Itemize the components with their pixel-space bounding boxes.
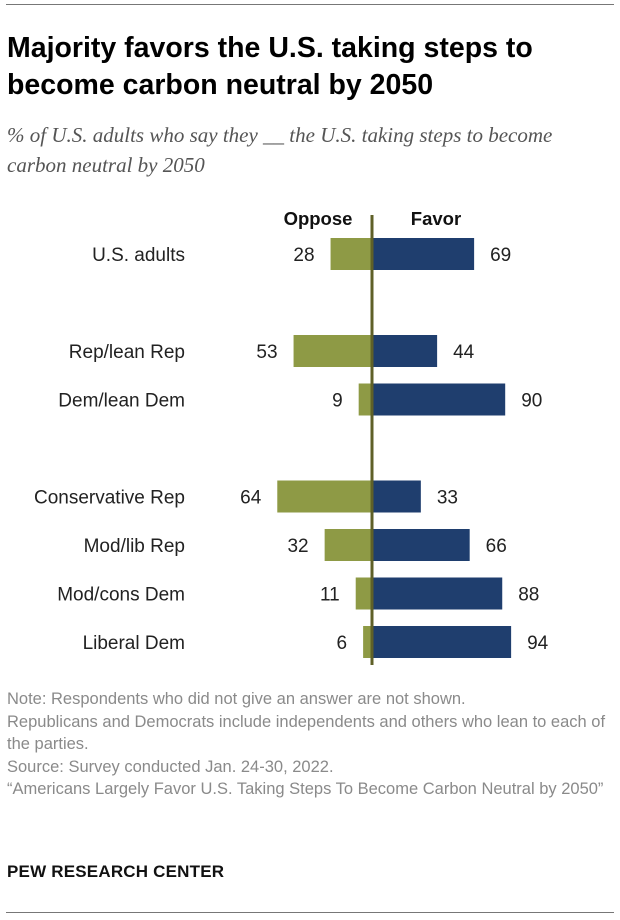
oppose-value: 9 xyxy=(332,391,343,412)
oppose-value: 28 xyxy=(293,245,314,266)
favor-value: 90 xyxy=(521,391,542,412)
note-line: Note: Respondents who did not give an an… xyxy=(7,690,466,708)
favor-bar xyxy=(372,383,506,416)
report-title-line: “Americans Largely Favor U.S. Taking Ste… xyxy=(7,780,604,798)
favor-value: 69 xyxy=(490,245,511,266)
diverging-bar-chart: Oppose Favor U.S. adults 28 69 Rep/lean Rep 53… xyxy=(0,195,620,675)
note-line: Republicans and Democrats include indepe… xyxy=(7,712,606,754)
favor-value: 44 xyxy=(453,342,475,363)
favor-bar xyxy=(372,577,503,610)
brand-name: PEW RESEARCH CENTER xyxy=(7,862,225,881)
bottom-rule xyxy=(6,912,614,913)
oppose-value: 6 xyxy=(337,633,348,654)
category-label: Mod/lib Rep xyxy=(84,536,185,557)
favor-value: 66 xyxy=(486,536,507,557)
source-line: Source: Survey conducted Jan. 24-30, 202… xyxy=(7,757,334,776)
oppose-bar xyxy=(293,335,372,367)
oppose-value: 11 xyxy=(320,585,340,606)
favor-value: 94 xyxy=(527,633,549,654)
top-rule xyxy=(6,4,614,5)
oppose-value: 32 xyxy=(287,536,308,557)
oppose-bar xyxy=(330,238,372,270)
favor-bar xyxy=(372,480,421,513)
oppose-bar xyxy=(363,626,372,658)
category-label: Conservative Rep xyxy=(34,488,185,509)
oppose-bar xyxy=(324,529,372,561)
oppose-bar xyxy=(355,577,372,610)
chart-subtitle: % of U.S. adults who say they __ the U.S… xyxy=(7,123,553,177)
favor-header: Favor xyxy=(411,208,461,229)
category-label: Dem/lean Dem xyxy=(58,391,185,412)
oppose-bar xyxy=(358,383,372,416)
oppose-bar xyxy=(277,480,372,513)
favor-bar xyxy=(372,529,470,561)
oppose-value: 64 xyxy=(240,488,262,509)
chart-title: Majority favors the U.S. taking steps to… xyxy=(7,32,533,101)
favor-bar xyxy=(372,238,475,270)
category-label: U.S. adults xyxy=(92,245,185,266)
favor-bar xyxy=(372,335,438,367)
oppose-header: Oppose xyxy=(284,208,353,229)
favor-bar xyxy=(372,626,512,658)
category-label: Mod/cons Dem xyxy=(57,585,185,606)
chart-notes: Note: Respondents who did not give an an… xyxy=(7,688,612,801)
category-label: Rep/lean Rep xyxy=(69,342,185,363)
oppose-value: 53 xyxy=(256,342,277,363)
category-label: Liberal Dem xyxy=(83,633,185,654)
favor-value: 88 xyxy=(518,585,539,606)
favor-value: 33 xyxy=(437,488,458,509)
